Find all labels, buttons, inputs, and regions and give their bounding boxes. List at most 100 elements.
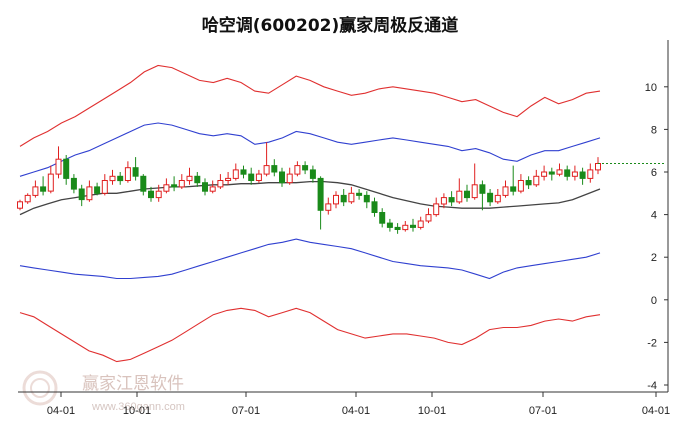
candle-body <box>240 169 247 175</box>
watermark-brand: 赢家江恩软件 <box>82 374 184 394</box>
candle-body <box>286 173 293 184</box>
candle-body <box>487 192 494 203</box>
candle <box>479 180 486 211</box>
candle <box>225 172 232 185</box>
candle <box>248 167 255 185</box>
mid_upper-line <box>19 122 601 177</box>
plot-area <box>17 64 664 363</box>
candle <box>255 169 262 183</box>
candle <box>202 178 208 196</box>
candle-body <box>225 177 232 181</box>
candle <box>541 165 548 181</box>
candle-body <box>325 203 332 211</box>
candle <box>24 193 31 204</box>
candle-body <box>456 190 463 203</box>
candle-body <box>63 158 70 179</box>
candle <box>386 218 393 232</box>
candle-body <box>40 186 47 192</box>
candle-body <box>356 192 363 196</box>
candle-body <box>440 197 447 205</box>
candle-body <box>556 169 563 175</box>
candle <box>47 165 54 194</box>
y-tick-label: -2 <box>647 337 657 349</box>
candle <box>240 165 247 179</box>
candle <box>456 178 463 204</box>
candle <box>279 167 285 187</box>
candle-body <box>279 171 285 184</box>
candle-body <box>202 182 208 192</box>
candle <box>510 165 517 196</box>
candle-body <box>579 171 586 179</box>
candle-body <box>263 165 270 175</box>
candle-body <box>155 190 162 199</box>
candle-body <box>410 224 416 228</box>
candle <box>94 182 101 196</box>
candle <box>286 167 293 185</box>
candle <box>32 180 39 198</box>
candle-body <box>425 214 432 222</box>
candle-body <box>271 165 278 173</box>
x-tick-label: 07-01 <box>232 405 260 417</box>
candle-body <box>132 167 139 177</box>
y-tick-label: 2 <box>651 252 657 264</box>
candle-body <box>595 163 601 171</box>
candle <box>55 146 62 179</box>
candle <box>194 172 201 187</box>
candle <box>587 163 594 183</box>
candle-body <box>32 186 39 196</box>
candle <box>394 223 401 234</box>
x-tick-label: 07-01 <box>529 405 557 417</box>
chart-title: 哈空调(600202)赢家周极反通道 <box>202 15 459 36</box>
candle <box>440 193 447 209</box>
candle-body <box>232 169 239 179</box>
candle <box>379 208 386 228</box>
x-tick-label: 04-01 <box>47 405 75 417</box>
candle <box>163 178 170 194</box>
candle-body <box>363 194 370 203</box>
candle-body <box>255 173 262 182</box>
candle-body <box>348 192 355 203</box>
candle <box>564 165 571 181</box>
candle-body <box>302 165 309 171</box>
candle-body <box>17 201 23 209</box>
x-tick-label: 10-01 <box>123 405 151 417</box>
candle <box>263 142 270 177</box>
candle <box>117 172 124 185</box>
candle <box>271 159 278 177</box>
candle-body <box>433 203 440 216</box>
candle <box>109 169 116 185</box>
candle-body <box>541 171 548 177</box>
candle <box>356 189 363 200</box>
ma-line <box>19 180 601 216</box>
candle-body <box>209 186 216 192</box>
candle <box>124 161 131 183</box>
candle-body <box>464 190 470 199</box>
candle-body <box>471 184 478 199</box>
candle-body <box>109 175 116 182</box>
candle-body <box>548 171 555 175</box>
candle-body <box>70 177 77 190</box>
candle-body <box>510 186 517 192</box>
candle <box>595 157 601 175</box>
y-tick-label: -4 <box>647 380 657 392</box>
candle <box>78 184 85 207</box>
candle <box>217 174 224 189</box>
candle <box>402 221 409 232</box>
y-tick-label: 4 <box>651 210 657 222</box>
candle-body <box>47 173 54 192</box>
candle <box>548 167 555 181</box>
candle <box>209 180 216 194</box>
candle <box>525 176 532 189</box>
candle-body <box>564 169 571 177</box>
candle <box>417 216 424 230</box>
candle-body <box>194 175 201 184</box>
candle-body <box>417 220 424 228</box>
upper_channel-line <box>19 64 601 147</box>
candle <box>40 176 47 196</box>
candle-body <box>479 184 486 194</box>
candle <box>302 161 309 175</box>
candle-body <box>394 226 401 230</box>
candle <box>132 157 139 181</box>
candle-body <box>78 188 85 201</box>
